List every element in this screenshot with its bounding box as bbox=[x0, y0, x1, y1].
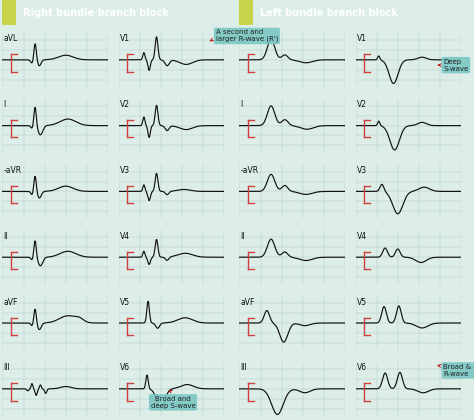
Text: V4: V4 bbox=[119, 232, 130, 241]
Text: Broad & clumsy
R-wave: Broad & clumsy R-wave bbox=[443, 364, 474, 377]
Bar bbox=[2, 0, 16, 25]
Text: V1: V1 bbox=[119, 34, 129, 43]
Text: V3: V3 bbox=[356, 166, 367, 175]
Bar bbox=[239, 0, 253, 25]
Text: aVF: aVF bbox=[3, 298, 18, 307]
Text: V5: V5 bbox=[119, 298, 130, 307]
Text: III: III bbox=[3, 363, 10, 373]
Text: V6: V6 bbox=[119, 363, 130, 373]
Text: I: I bbox=[240, 100, 243, 109]
Text: III: III bbox=[240, 363, 247, 373]
Text: A second and
larger R-wave (R'): A second and larger R-wave (R') bbox=[216, 29, 278, 42]
Text: V4: V4 bbox=[356, 232, 367, 241]
Text: V5: V5 bbox=[356, 298, 367, 307]
Text: -aVR: -aVR bbox=[240, 166, 258, 175]
Text: -aVR: -aVR bbox=[3, 166, 21, 175]
Text: V6: V6 bbox=[356, 363, 367, 373]
Text: aVL: aVL bbox=[3, 34, 18, 43]
Text: Right bundle branch block: Right bundle branch block bbox=[23, 8, 169, 18]
Text: Left bundle branch block: Left bundle branch block bbox=[260, 8, 398, 18]
Text: aVF: aVF bbox=[240, 298, 255, 307]
Text: V3: V3 bbox=[119, 166, 130, 175]
Text: II: II bbox=[240, 232, 245, 241]
Text: aVL: aVL bbox=[240, 34, 255, 43]
Text: II: II bbox=[3, 232, 8, 241]
Text: V2: V2 bbox=[356, 100, 366, 109]
Text: V1: V1 bbox=[356, 34, 366, 43]
Text: I: I bbox=[3, 100, 6, 109]
Text: V2: V2 bbox=[119, 100, 129, 109]
Text: Broad and
deep S-wave: Broad and deep S-wave bbox=[151, 396, 195, 409]
Text: Deep
S-wave: Deep S-wave bbox=[443, 59, 468, 71]
